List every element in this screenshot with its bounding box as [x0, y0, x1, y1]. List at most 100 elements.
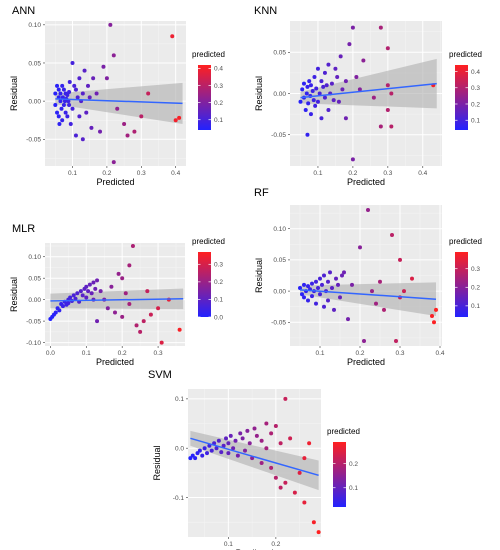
- data-point: [84, 295, 89, 300]
- data-point: [382, 307, 386, 312]
- data-point: [56, 87, 61, 92]
- data-point: [390, 232, 394, 237]
- data-point: [307, 441, 312, 446]
- data-point: [60, 118, 65, 123]
- data-point: [224, 436, 228, 441]
- data-point: [122, 122, 127, 127]
- data-point: [254, 433, 259, 438]
- y-tick-label: -0.1: [173, 495, 185, 502]
- panel-svm: SVM0.10.2-0.10.00.1PredictedResidualpred…: [148, 369, 360, 550]
- data-point: [61, 87, 66, 92]
- data-point: [273, 475, 278, 480]
- data-point: [434, 307, 438, 312]
- data-point: [226, 451, 231, 456]
- data-point: [247, 441, 252, 446]
- data-point: [75, 95, 80, 100]
- data-point: [134, 323, 139, 328]
- data-point: [87, 95, 92, 100]
- data-point: [336, 282, 340, 287]
- legend-colorbar: [198, 65, 211, 130]
- x-axis-label: Predicted: [347, 357, 385, 367]
- data-point: [221, 443, 226, 448]
- data-point: [259, 438, 264, 443]
- data-point: [67, 102, 72, 107]
- data-point: [159, 340, 164, 345]
- data-point: [177, 327, 182, 332]
- data-point: [170, 34, 175, 39]
- legend-tick-label: 0.2: [471, 101, 480, 108]
- data-point: [378, 279, 382, 284]
- data-point: [319, 79, 324, 84]
- y-axis-label: Residual: [152, 445, 162, 480]
- legend-tick-label: 0.2: [471, 285, 480, 292]
- legend-title: predicted: [449, 237, 482, 246]
- data-point: [60, 83, 65, 88]
- data-point: [84, 110, 89, 115]
- y-tick-label: -0.05: [26, 137, 41, 144]
- data-point: [385, 83, 390, 88]
- data-point: [326, 298, 330, 303]
- panel-rf: RF 0.1 0.2 0.3 0.4 -0.05 0.00 0.05 0.10 Predicted…: [254, 187, 482, 367]
- data-point: [231, 446, 236, 451]
- legend-title: predicted: [192, 50, 225, 59]
- data-point: [362, 339, 366, 344]
- y-tick-label: 0.05: [273, 50, 286, 57]
- legend-title: predicted: [449, 50, 482, 59]
- data-point: [193, 456, 198, 461]
- legend-ann: predicted 0.1 0.2 0.3 0.4: [192, 50, 225, 130]
- data-point: [105, 306, 110, 311]
- data-point: [85, 83, 90, 88]
- data-point: [306, 284, 310, 289]
- data-point: [318, 276, 322, 281]
- data-point: [245, 428, 250, 433]
- confidence-band: [300, 58, 437, 109]
- data-point: [87, 282, 92, 287]
- data-point: [394, 339, 398, 344]
- legend-tick-label: 0.3: [471, 266, 480, 273]
- data-point: [430, 314, 434, 319]
- y-axis-label: Residual: [254, 76, 264, 111]
- data-point: [332, 307, 336, 312]
- data-point: [389, 124, 394, 129]
- y-axis-label: Residual: [9, 76, 19, 111]
- data-point: [84, 284, 89, 289]
- y-tick-label: 0.0: [175, 446, 184, 453]
- data-point: [127, 301, 132, 306]
- data-point: [77, 76, 82, 81]
- data-point: [317, 91, 322, 96]
- data-point: [73, 87, 78, 92]
- data-point: [63, 110, 68, 115]
- data-point: [273, 424, 278, 428]
- data-point: [292, 490, 297, 495]
- data-point: [389, 91, 394, 96]
- data-point: [86, 289, 91, 294]
- data-point: [109, 284, 114, 289]
- regression-line: [190, 437, 319, 477]
- data-point: [316, 530, 321, 535]
- data-point: [146, 91, 151, 96]
- data-point: [324, 83, 329, 88]
- data-point: [326, 107, 331, 112]
- data-point: [214, 446, 219, 451]
- data-point: [338, 54, 343, 59]
- data-point: [322, 273, 326, 278]
- data-point: [302, 282, 306, 287]
- data-point: [70, 60, 75, 65]
- data-point: [113, 310, 117, 315]
- x-tick-label: 0.4: [418, 170, 427, 177]
- legend-tick-label: 0.3: [471, 85, 480, 92]
- data-point: [310, 281, 314, 286]
- data-point: [55, 83, 60, 88]
- y-tick-label: 0.00: [28, 297, 41, 304]
- data-point: [319, 116, 324, 121]
- legend-title: predicted: [327, 427, 360, 436]
- data-point: [71, 293, 76, 298]
- data-point: [238, 431, 243, 436]
- x-axis-label: Predicted: [96, 177, 134, 187]
- data-point: [205, 451, 209, 456]
- data-point: [288, 436, 293, 441]
- data-point: [303, 107, 308, 112]
- legend-colorbar: [455, 65, 468, 130]
- x-tick-label: 0.1: [82, 350, 91, 357]
- y-axis-label: Residual: [9, 277, 19, 312]
